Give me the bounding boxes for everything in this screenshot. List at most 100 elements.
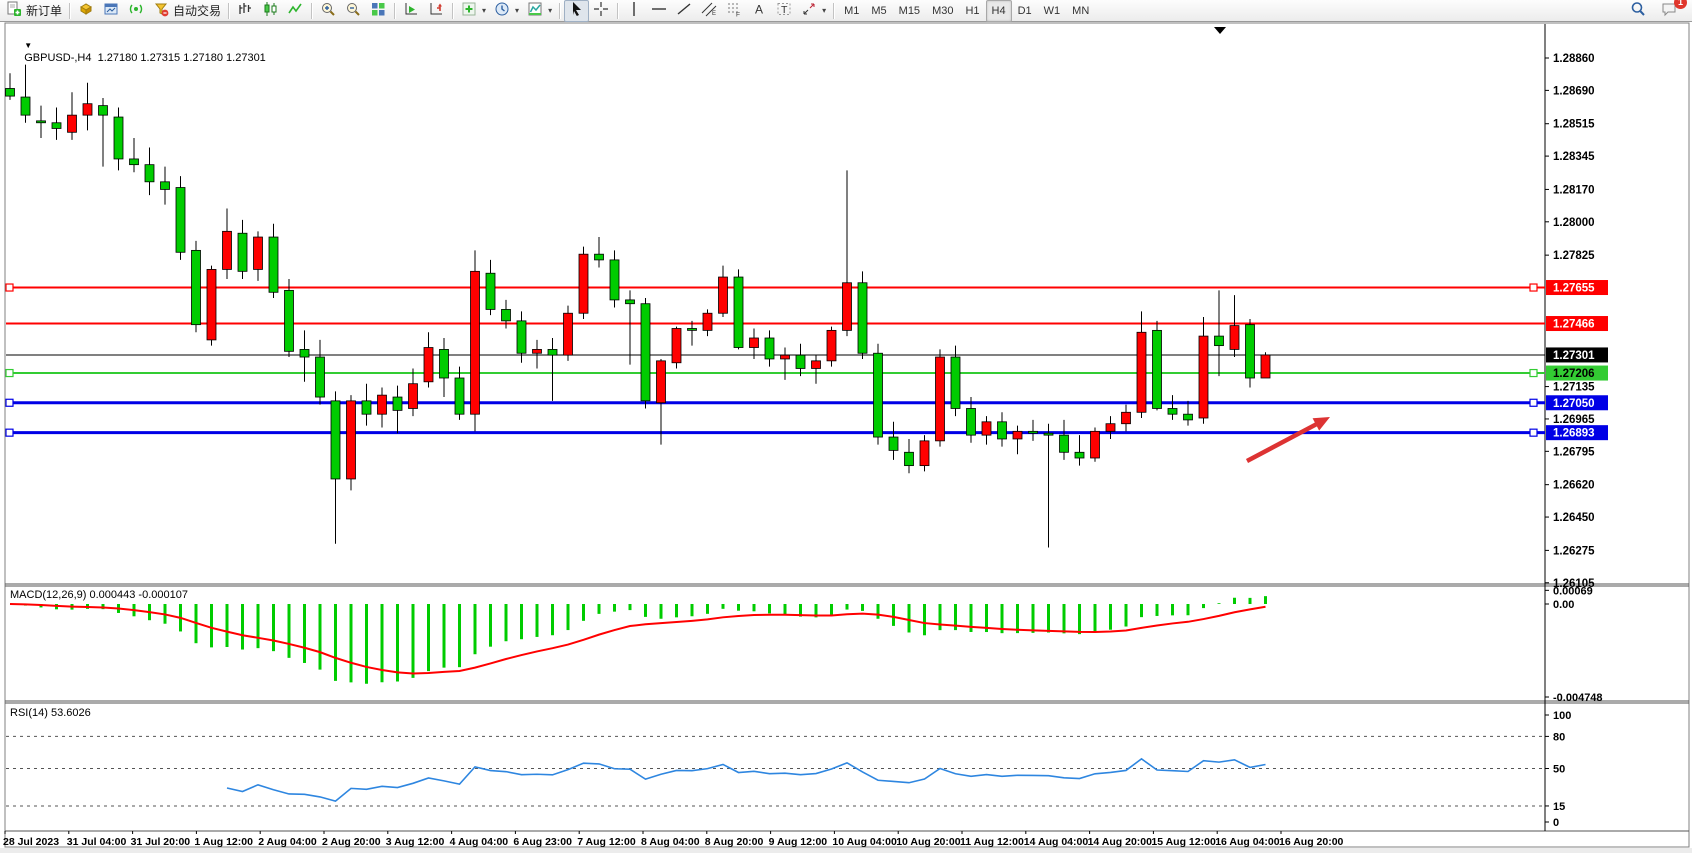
time-axis-label: 15 Aug 12:00 (1151, 836, 1216, 848)
toolbar-separator (394, 2, 397, 19)
auto-scroll-button[interactable] (399, 0, 424, 22)
candle-body (5, 88, 15, 97)
chart-title-collapse-icon[interactable]: ▼ (24, 41, 33, 50)
text-button[interactable]: A (747, 0, 772, 22)
hline-handle[interactable] (1529, 428, 1538, 437)
candle-body (656, 360, 666, 404)
new-order-label: 新订单 (26, 4, 63, 18)
rsi-axis-label: 15 (1553, 801, 1565, 813)
candle-body (1090, 430, 1100, 459)
timeframe-mn-button[interactable]: MN (1072, 4, 1090, 17)
search-button[interactable] (1626, 0, 1651, 22)
toolbar-right-icons: 1 (1626, 0, 1690, 22)
templates-button[interactable]: ▾ (523, 0, 556, 22)
arrows-button[interactable]: ▾ (797, 0, 830, 22)
arrows-dropdown-arrow[interactable]: ▾ (822, 6, 827, 15)
timeframe-d1-button[interactable]: D1 (1017, 4, 1032, 17)
timeframe-h1-button[interactable]: H1 (965, 4, 980, 17)
tile-windows-icon (370, 1, 387, 20)
candle-body (1245, 324, 1255, 379)
candle-body (268, 236, 279, 293)
periods-dropdown-arrow[interactable]: ▾ (515, 6, 520, 15)
candle-body (935, 356, 945, 442)
candle-body (718, 276, 728, 314)
candle-body (470, 270, 480, 415)
price-tick-label: 1.26105 (1553, 578, 1595, 590)
timeframe-m15-button[interactable]: M15 (898, 4, 921, 17)
vertical-line-button[interactable] (622, 0, 647, 22)
price-badge (1546, 316, 1608, 332)
timeframe-m5-button[interactable]: M5 (871, 4, 887, 17)
time-axis-label: 7 Aug 12:00 (577, 836, 636, 848)
hline-handle[interactable] (5, 428, 14, 437)
indicators-button[interactable]: ▾ (457, 0, 490, 22)
candle-body (20, 96, 31, 116)
new-order-button[interactable]: 新订单 (2, 0, 66, 22)
chart-title[interactable]: ▼ GBPUSD-,H4 1.27180 1.27315 1.27180 1.2… (12, 28, 266, 76)
chart-background (0, 22, 1692, 853)
price-tick-label: 1.27135 (1553, 382, 1595, 394)
candle-body (330, 400, 341, 480)
timeframe-h4-button[interactable]: H4 (985, 0, 1012, 22)
crosshair-button[interactable] (589, 0, 614, 22)
candle-body (1012, 430, 1023, 440)
bar-chart-icon (237, 1, 254, 20)
zoom-in-button[interactable] (316, 0, 341, 22)
candle-body (36, 120, 46, 124)
arrow-annotation-head[interactable] (1312, 417, 1330, 431)
bar-chart-button[interactable] (233, 0, 258, 22)
data-window-button[interactable] (99, 0, 124, 22)
candle-body (485, 272, 496, 310)
trendline-button[interactable] (672, 0, 697, 22)
rsi-axis-label: 0 (1553, 817, 1559, 829)
tile-windows-button[interactable] (366, 0, 391, 22)
hline-handle[interactable] (1529, 398, 1538, 407)
arrow-annotation[interactable] (1245, 419, 1323, 463)
signals-button[interactable] (124, 0, 149, 22)
chart-shift-button[interactable] (424, 0, 449, 22)
macd-axis-label: -0.004748 (1553, 692, 1603, 704)
timeframe-m30-button[interactable]: M30 (932, 4, 954, 17)
price-badge-label: 1.27655 (1553, 283, 1595, 295)
text-label-button[interactable]: T (772, 0, 797, 22)
chat-button[interactable]: 1 (1657, 0, 1687, 22)
candle-body (1152, 329, 1162, 409)
hline-handle[interactable] (1529, 368, 1538, 378)
toolbar: 新订单 自动交易 ▾ ▾ ▾ E F A T ▾ M1 M5 M15 M30 H1 H4 D1 W1 MN 1 (0, 0, 1692, 22)
timeframe-w1-button[interactable]: W1 (1043, 4, 1061, 17)
time-axis-label: 4 Aug 04:00 (450, 836, 509, 848)
hline-handle[interactable] (5, 368, 14, 378)
candle-body (826, 329, 837, 362)
periods-button[interactable]: ▾ (490, 0, 523, 22)
line-chart-button[interactable] (283, 0, 308, 22)
candle-body (144, 164, 155, 183)
templates-dropdown-arrow[interactable]: ▾ (548, 6, 553, 15)
fibonacci-icon: F (726, 1, 743, 20)
hline-handle[interactable] (1529, 283, 1538, 292)
autotrading-button[interactable]: 自动交易 (149, 0, 225, 22)
fibonacci-button[interactable]: F (722, 0, 747, 22)
price-tick-label: 1.26275 (1553, 545, 1595, 557)
search-icon (1630, 1, 1647, 20)
candle-chart-button[interactable] (258, 0, 283, 22)
zoom-out-button[interactable] (341, 0, 366, 22)
candle-body (160, 181, 170, 190)
zoom-in-icon (320, 1, 337, 20)
arrows-icon (801, 1, 818, 20)
candle-body (1214, 335, 1224, 347)
candle-body (640, 303, 651, 402)
hline-handle[interactable] (5, 283, 14, 292)
market-watch-button[interactable] (74, 0, 99, 22)
equidistant-channel-button[interactable]: E (697, 0, 722, 22)
macd-axis-label: 0.00 (1553, 599, 1574, 611)
timeframe-m1-button[interactable]: M1 (844, 4, 860, 17)
hline-handle[interactable] (5, 398, 14, 407)
indicators-dropdown-arrow[interactable]: ▾ (482, 6, 487, 15)
time-axis-label: 9 Aug 12:00 (769, 836, 828, 848)
price-badge-label: 1.27466 (1553, 319, 1595, 331)
candle-body (408, 383, 418, 409)
chart-shift-marker[interactable] (1214, 27, 1226, 34)
cursor-button[interactable] (564, 0, 590, 22)
horizontal-line-button[interactable] (647, 0, 672, 22)
